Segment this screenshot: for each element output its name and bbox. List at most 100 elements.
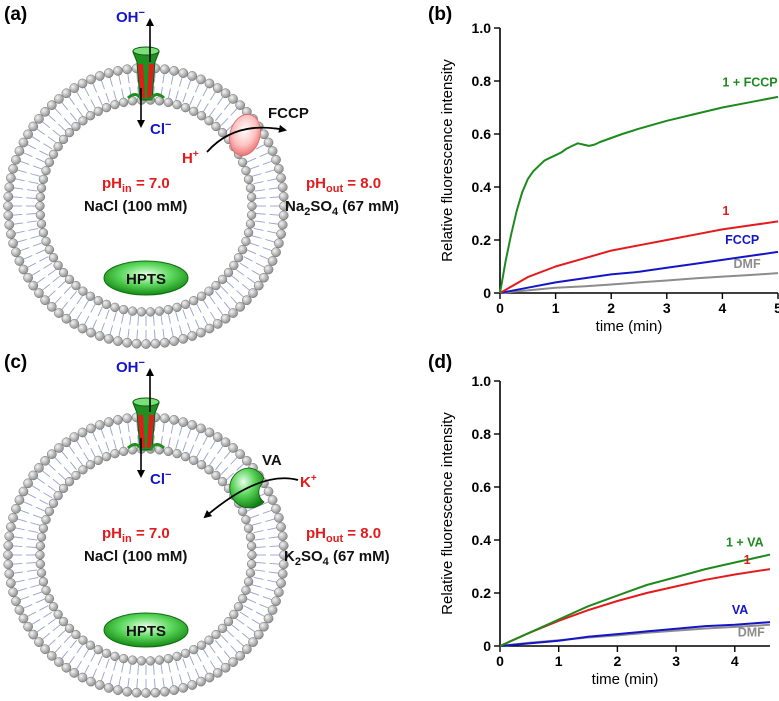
lipid-head-inner: [245, 532, 256, 542]
lipid-head-inner: [110, 448, 120, 459]
lipid-tail: [69, 291, 77, 300]
lipid-tail: [226, 280, 235, 289]
lipid-tail: [36, 277, 45, 284]
lipid-tail: [153, 435, 155, 446]
lipid-head-inner: [211, 629, 221, 640]
lipid-tail: [153, 664, 155, 675]
lipid-head-outer: [61, 662, 72, 673]
lipid-head-outer: [14, 495, 25, 505]
lipid-head-outer: [14, 256, 25, 266]
lipid-head-outer: [8, 512, 18, 523]
lipid-tail: [262, 247, 273, 252]
lipid-tail: [194, 82, 200, 93]
lipid-head-inner: [93, 455, 103, 465]
lipid-head-outer: [77, 672, 88, 683]
lipid-tail: [83, 103, 90, 113]
lipid-tail: [109, 425, 113, 436]
lipid-tail: [97, 306, 103, 317]
lipid-tail: [202, 452, 209, 462]
lipid-head-inner: [211, 280, 221, 291]
hpts-dye-icon: [103, 612, 189, 648]
lipid-tail: [121, 88, 125, 99]
lipid-tail: [243, 256, 253, 262]
lipid-head-outer: [94, 71, 105, 81]
lipid-head-inner: [180, 102, 191, 113]
lipid-tail: [259, 254, 270, 260]
x-tick-label: 0: [496, 300, 504, 316]
lipid-tail: [47, 136, 57, 143]
lipid-tail: [83, 86, 90, 97]
lipid-head-inner: [48, 253, 59, 263]
lipid-head-inner: [110, 651, 120, 662]
lipid-head-outer: [220, 437, 231, 448]
lipid-tail: [202, 86, 209, 97]
lipid-tail: [30, 584, 41, 588]
lipid-head-outer: [23, 272, 33, 283]
lipid-tail: [26, 492, 37, 499]
lipid-head-outer: [3, 210, 14, 221]
lipid-head-outer: [271, 247, 281, 258]
lipid-head-outer: [278, 540, 289, 551]
lipid-tail: [100, 428, 105, 439]
lipid-tail: [27, 220, 38, 223]
lipid-tail: [22, 152, 33, 158]
lipid-tail: [47, 269, 57, 276]
lipid-head-outer: [131, 338, 142, 349]
lipid-head-outer: [253, 629, 264, 640]
lipid-head-outer: [113, 685, 123, 695]
lipid-tail: [13, 536, 24, 539]
lipid-head-inner: [85, 111, 96, 121]
lipid-tail: [32, 242, 43, 247]
lipid-head-outer: [276, 522, 286, 532]
lipid-tail: [127, 422, 130, 433]
lipid-head-outer: [69, 432, 80, 442]
lipid-tail: [202, 299, 209, 309]
hpts-label: HPTS: [126, 271, 166, 288]
lipid-head-inner: [44, 157, 55, 167]
lipid-head-inner: [38, 174, 49, 184]
lipid-head-inner: [101, 299, 112, 310]
lipid-head-outer: [6, 522, 16, 532]
y-tick-label: 1.0: [472, 373, 492, 389]
lipid-tail: [32, 591, 43, 596]
lipid-tail: [61, 301, 69, 311]
lipid-tail: [215, 640, 223, 649]
lipid-tail: [13, 222, 24, 225]
lipid-tail: [243, 605, 253, 611]
lipid-tail: [137, 315, 139, 326]
lipid-tail: [246, 249, 257, 255]
lipid-tail: [267, 527, 278, 531]
lipid-tail: [182, 441, 187, 452]
lipid-tail: [249, 514, 260, 519]
lipid-head-inner: [36, 568, 47, 578]
lipid-tail: [12, 563, 23, 565]
lipid-tail: [268, 222, 279, 225]
lipid-tail: [105, 441, 110, 452]
lipid-head-outer: [94, 331, 105, 341]
lipid-head-inner: [38, 228, 49, 238]
lipid-head-inner: [44, 594, 55, 604]
lipid-head-inner: [85, 460, 96, 470]
lipid-tail: [167, 88, 171, 99]
lipid-tail: [249, 591, 260, 596]
lipid-head-outer: [159, 686, 170, 697]
series-line-va: [499, 621, 771, 647]
lipid-tail: [196, 652, 202, 662]
lipid-head-inner: [36, 219, 47, 229]
lipid-tail: [83, 315, 90, 326]
lipid-head-inner: [211, 470, 221, 481]
lipid-head-outer: [8, 238, 18, 249]
lipid-head-inner: [245, 183, 256, 193]
ph-out-label: pHout = 8.0: [306, 525, 381, 545]
lipid-tail: [22, 603, 33, 609]
lipid-tail: [100, 322, 105, 333]
y-tick-label: 0: [483, 638, 491, 654]
lipid-tail: [189, 306, 195, 317]
lipid-head-outer: [113, 66, 123, 76]
lipid-tail: [246, 157, 257, 163]
salt-out-label: Na2SO4 (67 mM): [285, 198, 399, 218]
va-label: VA: [262, 452, 282, 469]
lipid-tail: [202, 315, 209, 326]
lipid-tail: [179, 76, 183, 87]
lipid-tail: [223, 301, 231, 311]
